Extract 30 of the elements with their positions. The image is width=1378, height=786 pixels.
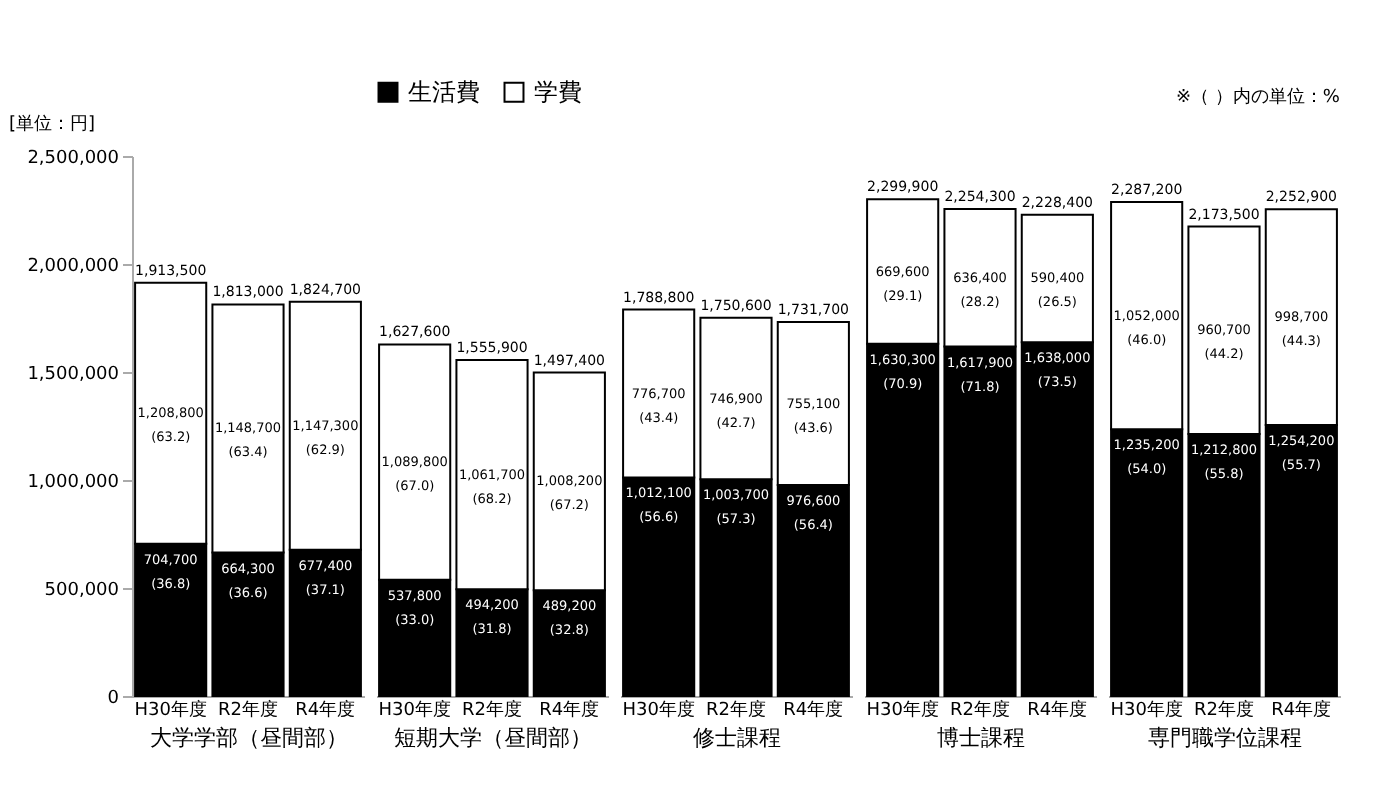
x-tick-label: R2年度	[462, 699, 522, 721]
y-tick-label: 0	[107, 689, 120, 709]
y-tick-label: 1,000,000	[27, 473, 120, 493]
x-tick-label: R2年度	[218, 699, 278, 721]
x-axis-title: 短期大学（昼間部）	[394, 725, 592, 751]
x-axis-title: 博士課程	[937, 725, 1025, 751]
y-tick-label: 500,000	[44, 581, 120, 601]
x-tick-label: H30年度	[622, 699, 695, 721]
x-tick-label: R4年度	[1027, 699, 1088, 721]
x-axis-title: 修士課程	[693, 725, 781, 751]
x-tick-label: H30年度	[866, 699, 939, 721]
x-tick-label: R2年度	[1194, 699, 1254, 721]
x-tick-label: R4年度	[1271, 699, 1332, 721]
legend-label: 学費	[534, 78, 582, 107]
y-axis-title: [単位：円]	[9, 113, 96, 135]
x-tick-label: R2年度	[706, 699, 766, 721]
x-tick-label: H30年度	[134, 699, 207, 721]
x-tick-label: R2年度	[950, 699, 1010, 721]
y-tick-label: 1,500,000	[27, 365, 120, 385]
x-tick-label: H30年度	[1110, 699, 1183, 721]
y-tick-label: 2,000,000	[27, 257, 120, 277]
x-tick-label: R4年度	[539, 699, 600, 721]
legend-label: 生活費	[408, 78, 480, 107]
y-tick-label: 2,500,000	[27, 149, 120, 169]
x-tick-label: R4年度	[783, 699, 844, 721]
text: ※（ ）内の単位：%	[1176, 86, 1341, 108]
x-axis-title: 大学学部（昼間部）	[150, 725, 348, 751]
x-tick-label: H30年度	[378, 699, 451, 721]
x-axis-title: 専門職学位課程	[1148, 725, 1302, 751]
x-tick-label: R4年度	[295, 699, 356, 721]
